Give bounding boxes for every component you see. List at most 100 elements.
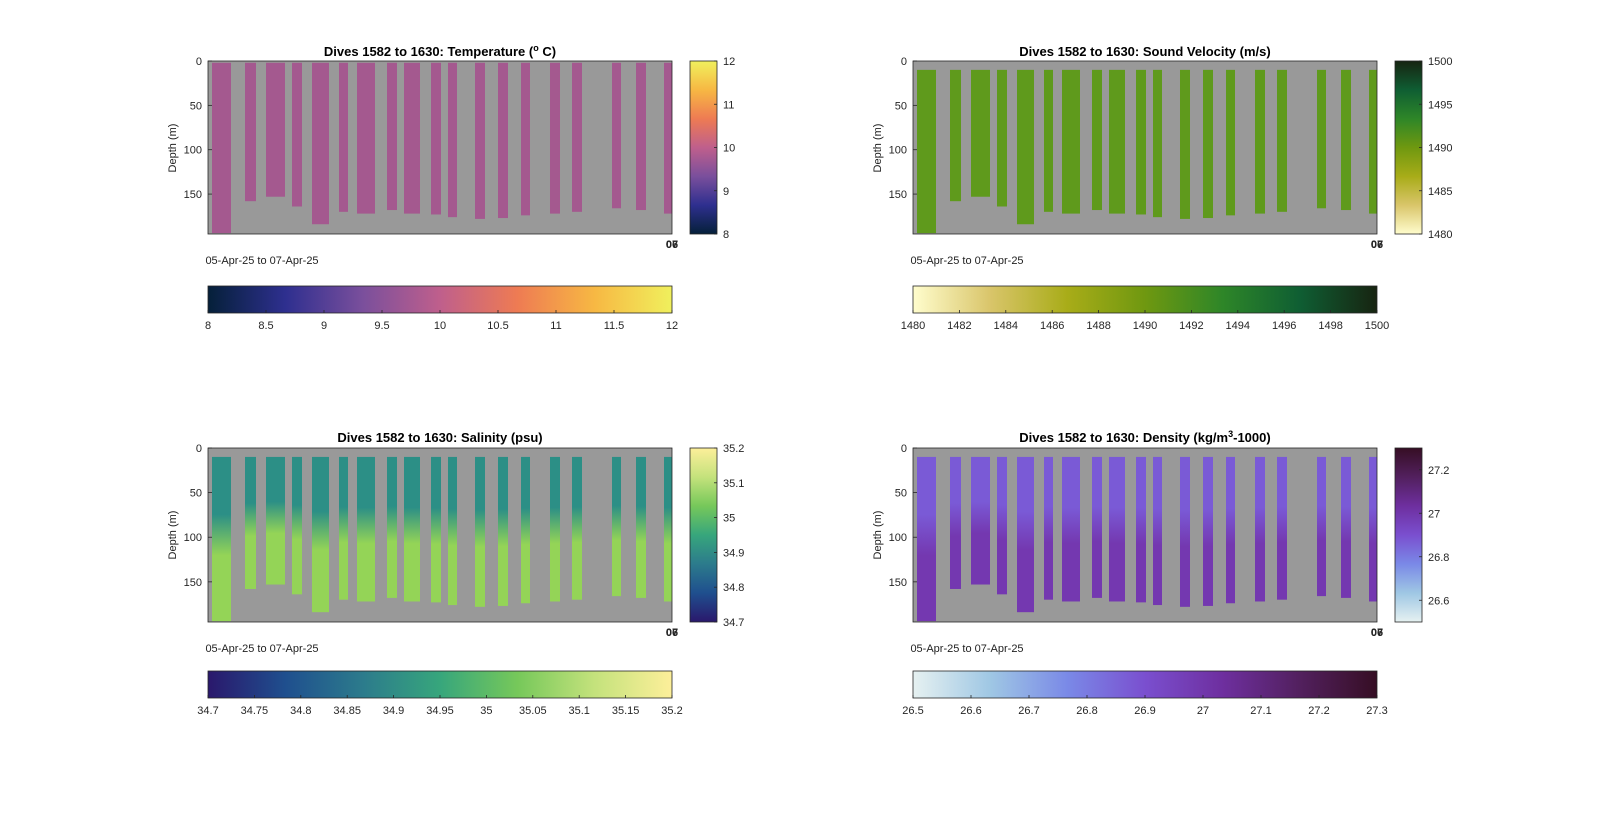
x-axis-label: 05-Apr-25 to 07-Apr-25 <box>205 643 318 655</box>
y-axis-label: Depth (m) <box>167 124 179 173</box>
x-axis-label: 05-Apr-25 to 07-Apr-25 <box>910 255 1023 267</box>
bottom-colorbar-tick-label: 10 <box>434 320 446 332</box>
chart-title: Dives 1582 to 1630: Salinity (psu) <box>337 430 542 445</box>
dive-profile <box>1277 456 1287 600</box>
dive-profile <box>521 456 530 604</box>
x-axis-label: 05-Apr-25 to 07-Apr-25 <box>910 643 1023 655</box>
dive-profile <box>636 62 646 211</box>
bottom-colorbar-tick-label: 35.15 <box>612 705 640 717</box>
dive-profile <box>612 456 621 597</box>
side-colorbar <box>689 60 718 235</box>
y-tick-label: 150 <box>184 577 202 589</box>
dive-profile <box>404 456 420 602</box>
dive-profile <box>339 62 348 212</box>
dive-profile <box>357 62 375 214</box>
dive-profile <box>404 62 420 214</box>
dive-profile <box>612 62 621 209</box>
x-axis-label: 05-Apr-25 to 07-Apr-25 <box>205 255 318 267</box>
side-colorbar-tick-label: 35.2 <box>723 443 744 455</box>
bottom-colorbar-tick-label: 27.2 <box>1308 705 1329 717</box>
dive-profile <box>1136 456 1146 603</box>
dive-profile <box>475 456 485 607</box>
dive-profile <box>245 62 256 202</box>
dive-profile <box>550 62 560 214</box>
bottom-colorbar-tick-label: 35.1 <box>568 705 589 717</box>
y-tick-label: 100 <box>889 145 907 157</box>
dive-profile <box>664 456 672 602</box>
bottom-colorbar-tick-label: 27.3 <box>1366 705 1387 717</box>
bottom-colorbar-tick-label: 27.1 <box>1250 705 1271 717</box>
dive-profile <box>1341 69 1351 211</box>
y-tick-label: 0 <box>901 443 907 455</box>
side-colorbar-tick-label: 26.8 <box>1428 552 1449 564</box>
x-tick-label: 07 <box>1371 627 1383 639</box>
dive-profile <box>1153 69 1162 218</box>
bottom-colorbar-tick-label: 1490 <box>1133 320 1157 332</box>
bottom-colorbar-tick-label: 11 <box>550 320 561 332</box>
dive-profile <box>357 456 375 602</box>
salinity-panel: Dives 1582 to 1630: Salinity (psu) 05-Ap… <box>167 430 744 717</box>
dive-profile <box>550 456 560 602</box>
x-tick-label: 06 <box>666 627 678 639</box>
bottom-colorbar-tick-label: 34.7 <box>197 705 218 717</box>
plot-frame <box>207 447 673 623</box>
y-axis-label: Depth (m) <box>872 511 884 560</box>
bottom-colorbar-tick-label: 1484 <box>994 320 1018 332</box>
y-tick-label: 100 <box>184 532 202 544</box>
dive-profile <box>212 456 231 622</box>
dive-profile <box>1062 456 1080 602</box>
chart-title: Dives 1582 to 1630: Density (kg/m3-1000) <box>1019 429 1270 445</box>
side-colorbar-tick-label: 8 <box>723 229 729 241</box>
bottom-colorbar-tick-label: 26.7 <box>1018 705 1039 717</box>
chart-title: Dives 1582 to 1630: Temperature (o C) <box>324 43 556 59</box>
bottom-colorbar-tick-label: 1496 <box>1272 320 1296 332</box>
plot-frame <box>912 447 1378 623</box>
dive-profile <box>266 62 285 197</box>
dive-profile <box>1255 456 1265 602</box>
y-tick-label: 50 <box>190 488 202 500</box>
side-colorbar-tick-label: 34.8 <box>723 582 744 594</box>
side-colorbar-tick-label: 27 <box>1428 508 1440 520</box>
dive-profile <box>1317 69 1326 209</box>
bottom-colorbar-tick-label: 35.2 <box>661 705 682 717</box>
bottom-colorbar-tick-label: 1480 <box>901 320 925 332</box>
dive-profile <box>1180 69 1190 219</box>
dive-profile <box>1017 69 1034 225</box>
dive-profile <box>572 456 582 600</box>
side-colorbar-tick-label: 27.2 <box>1428 465 1449 477</box>
y-axis-label: Depth (m) <box>167 511 179 560</box>
plot-frame <box>912 60 1378 235</box>
dive-profile <box>1317 456 1326 597</box>
bottom-colorbar-tick-label: 1486 <box>1040 320 1064 332</box>
dive-profile <box>1180 456 1190 607</box>
dive-profile <box>431 62 441 215</box>
dive-profile <box>917 69 936 234</box>
dive-profile <box>971 69 990 197</box>
y-tick-label: 100 <box>889 532 907 544</box>
side-colorbar-tick-label: 12 <box>723 56 735 68</box>
dive-profile <box>448 456 457 606</box>
dive-profile <box>917 456 936 622</box>
dive-profile <box>1092 69 1102 211</box>
side-colorbar-tick-label: 34.7 <box>723 617 744 629</box>
dive-profile <box>950 69 961 202</box>
dive-profile <box>387 62 397 211</box>
y-tick-label: 0 <box>901 56 907 68</box>
bottom-colorbar-tick-label: 34.95 <box>426 705 454 717</box>
dive-profile <box>312 456 329 613</box>
bottom-colorbar-tick-label: 34.9 <box>383 705 404 717</box>
bottom-colorbar <box>207 670 673 699</box>
dive-profile <box>1044 69 1053 212</box>
bottom-colorbar <box>912 285 1378 314</box>
dive-profile <box>1226 456 1235 604</box>
x-tick-label: 06 <box>1371 627 1383 639</box>
side-colorbar-tick-label: 34.9 <box>723 547 744 559</box>
dive-profile <box>212 62 231 234</box>
x-tick-label: 06 <box>1371 239 1383 251</box>
side-colorbar-tick-label: 1495 <box>1428 99 1452 111</box>
y-tick-label: 0 <box>196 56 202 68</box>
side-colorbar-tick-label: 35.1 <box>723 478 744 490</box>
bottom-colorbar-tick-label: 35.05 <box>519 705 547 717</box>
dive-profile <box>1203 456 1213 606</box>
